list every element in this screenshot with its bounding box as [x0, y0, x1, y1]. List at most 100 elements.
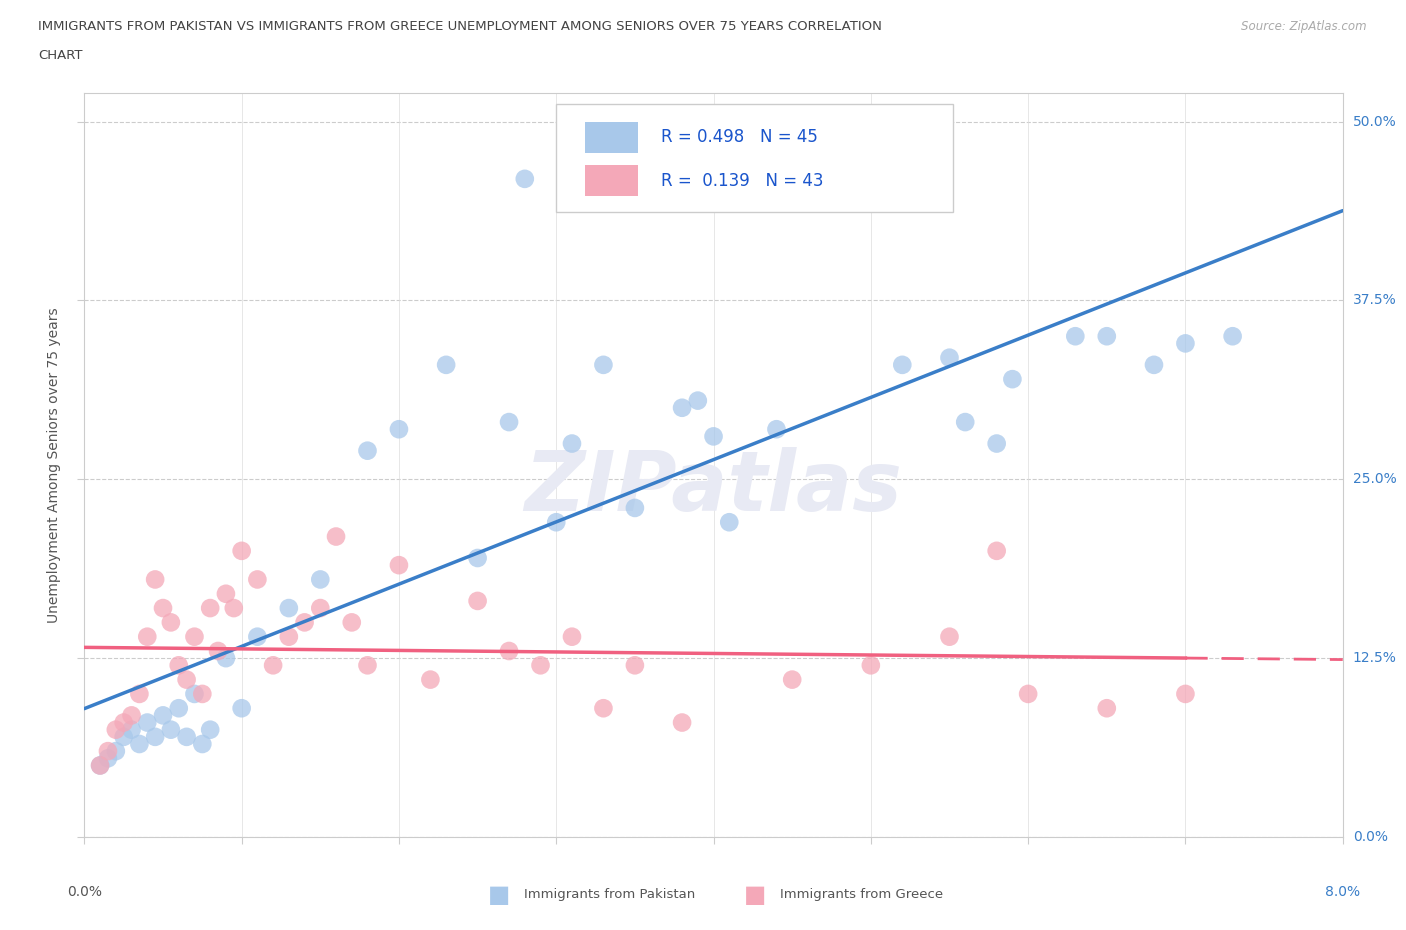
- Point: [246, 630, 269, 644]
- Point: [356, 444, 378, 458]
- Point: [176, 729, 198, 744]
- Point: [671, 400, 693, 415]
- Point: [955, 415, 977, 430]
- Point: [136, 630, 159, 644]
- Point: [183, 630, 205, 644]
- Point: [780, 672, 803, 687]
- Point: [231, 543, 253, 558]
- Point: [686, 393, 709, 408]
- Text: R = 0.498   N = 45: R = 0.498 N = 45: [661, 128, 817, 146]
- Point: [112, 729, 135, 744]
- Point: [1174, 686, 1197, 701]
- Point: [97, 744, 120, 759]
- Point: [891, 357, 914, 372]
- Point: [309, 601, 332, 616]
- Bar: [585, 165, 638, 196]
- Text: 12.5%: 12.5%: [1353, 651, 1396, 665]
- Point: [112, 715, 135, 730]
- Text: 0.0%: 0.0%: [67, 885, 101, 899]
- Point: [89, 758, 111, 773]
- Point: [498, 644, 520, 658]
- Point: [136, 715, 159, 730]
- Point: [467, 593, 489, 608]
- Point: [128, 686, 150, 701]
- Point: [1174, 336, 1197, 351]
- Text: ZIPatlas: ZIPatlas: [524, 446, 903, 528]
- Point: [121, 723, 143, 737]
- Point: [718, 515, 741, 530]
- Point: [859, 658, 882, 672]
- Point: [765, 422, 787, 437]
- Text: CHART: CHART: [38, 49, 83, 62]
- Point: [546, 515, 568, 530]
- Point: [294, 615, 316, 630]
- Point: [325, 529, 347, 544]
- Point: [183, 686, 205, 701]
- Point: [97, 751, 120, 765]
- Point: [1095, 329, 1118, 344]
- Point: [624, 500, 647, 515]
- Point: [262, 658, 284, 672]
- Text: ■: ■: [488, 883, 510, 907]
- Point: [513, 171, 536, 186]
- Text: 37.5%: 37.5%: [1353, 294, 1396, 308]
- Point: [277, 630, 299, 644]
- Point: [388, 422, 411, 437]
- Point: [938, 351, 960, 365]
- Text: R =  0.139   N = 43: R = 0.139 N = 43: [661, 172, 823, 190]
- Point: [1001, 372, 1024, 387]
- Point: [1017, 686, 1039, 701]
- Point: [89, 758, 111, 773]
- Text: Immigrants from Pakistan: Immigrants from Pakistan: [524, 888, 696, 901]
- Point: [1222, 329, 1244, 344]
- Point: [309, 572, 332, 587]
- Point: [529, 658, 551, 672]
- Point: [104, 723, 127, 737]
- Point: [128, 737, 150, 751]
- Point: [121, 708, 143, 723]
- Point: [561, 630, 583, 644]
- Text: IMMIGRANTS FROM PAKISTAN VS IMMIGRANTS FROM GREECE UNEMPLOYMENT AMONG SENIORS OV: IMMIGRANTS FROM PAKISTAN VS IMMIGRANTS F…: [38, 20, 882, 33]
- Point: [624, 658, 647, 672]
- Point: [152, 601, 174, 616]
- Point: [215, 586, 238, 601]
- Point: [986, 543, 1008, 558]
- Text: 0.0%: 0.0%: [1353, 830, 1388, 844]
- Point: [277, 601, 299, 616]
- Point: [986, 436, 1008, 451]
- Point: [160, 723, 183, 737]
- Point: [356, 658, 378, 672]
- Point: [200, 723, 222, 737]
- Point: [388, 558, 411, 573]
- Text: Immigrants from Greece: Immigrants from Greece: [780, 888, 943, 901]
- Point: [222, 601, 245, 616]
- Text: 25.0%: 25.0%: [1353, 472, 1396, 486]
- Point: [1095, 701, 1118, 716]
- Point: [1064, 329, 1087, 344]
- Text: Source: ZipAtlas.com: Source: ZipAtlas.com: [1241, 20, 1367, 33]
- Point: [561, 436, 583, 451]
- Point: [191, 737, 214, 751]
- Point: [160, 615, 183, 630]
- Point: [498, 415, 520, 430]
- Point: [200, 601, 222, 616]
- Point: [104, 744, 127, 759]
- Y-axis label: Unemployment Among Seniors over 75 years: Unemployment Among Seniors over 75 years: [48, 307, 62, 623]
- Point: [215, 651, 238, 666]
- Point: [143, 729, 166, 744]
- Point: [419, 672, 441, 687]
- Point: [671, 715, 693, 730]
- Point: [592, 357, 614, 372]
- Text: 8.0%: 8.0%: [1326, 885, 1360, 899]
- Point: [167, 701, 190, 716]
- Point: [592, 701, 614, 716]
- Point: [207, 644, 229, 658]
- Text: ■: ■: [744, 883, 766, 907]
- Point: [246, 572, 269, 587]
- Point: [143, 572, 166, 587]
- Point: [152, 708, 174, 723]
- Point: [434, 357, 457, 372]
- Point: [231, 701, 253, 716]
- Point: [703, 429, 725, 444]
- Point: [176, 672, 198, 687]
